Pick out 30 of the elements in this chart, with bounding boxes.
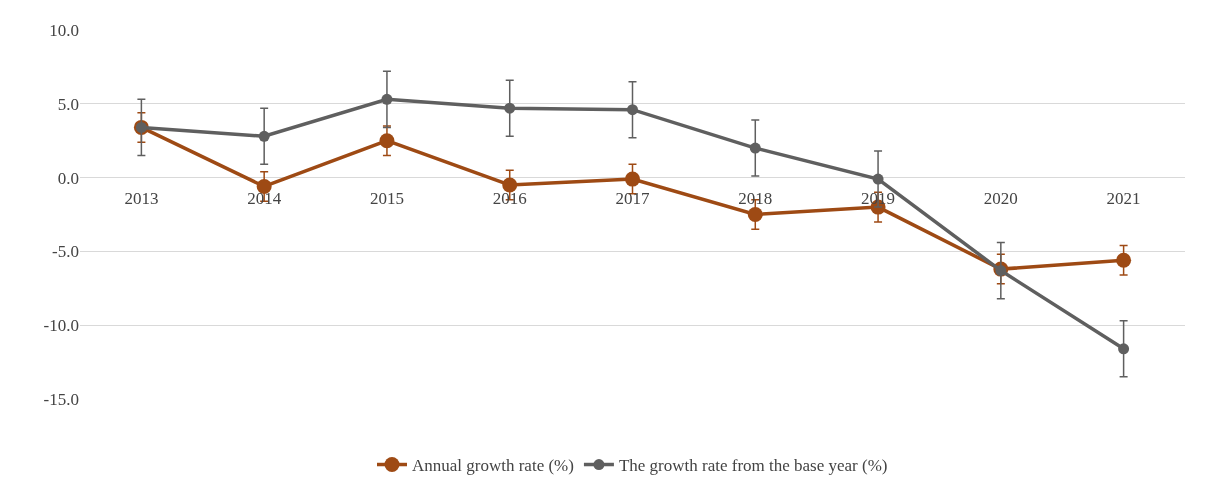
point (1118, 343, 1130, 355)
x-tick-label: 2014 (247, 188, 282, 208)
point (995, 265, 1007, 277)
x-tick-label: 2021 (1106, 188, 1141, 208)
legend-label: Annual growth rate (%) (412, 456, 574, 476)
x-tick-label: 2017 (615, 188, 650, 208)
y-tick-label: 0.0 (57, 168, 79, 188)
point (749, 142, 761, 154)
point (502, 177, 518, 193)
x-tick-label: 2015 (369, 188, 404, 208)
point (379, 133, 395, 149)
point (627, 104, 638, 116)
x-tick-label: 2013 (124, 188, 159, 208)
point (1116, 252, 1132, 268)
point (504, 102, 516, 114)
legend-label: The growth rate from the base year (%) (618, 456, 888, 476)
y-tick-label: -15.0 (43, 389, 79, 409)
point (381, 93, 393, 105)
point (872, 173, 884, 185)
y-tick-label: -5.0 (52, 242, 79, 262)
y-tick-label: 5.0 (57, 94, 79, 114)
point (747, 207, 763, 222)
x-tick-label: 2016 (492, 188, 527, 208)
point (258, 130, 270, 142)
point (625, 171, 640, 187)
y-tick-label: -10.0 (43, 316, 79, 336)
y-tick-label: 10.0 (49, 20, 79, 40)
x-tick-label: 2020 (983, 188, 1018, 208)
point (256, 178, 272, 194)
x-tick-label: 2018 (738, 188, 773, 208)
